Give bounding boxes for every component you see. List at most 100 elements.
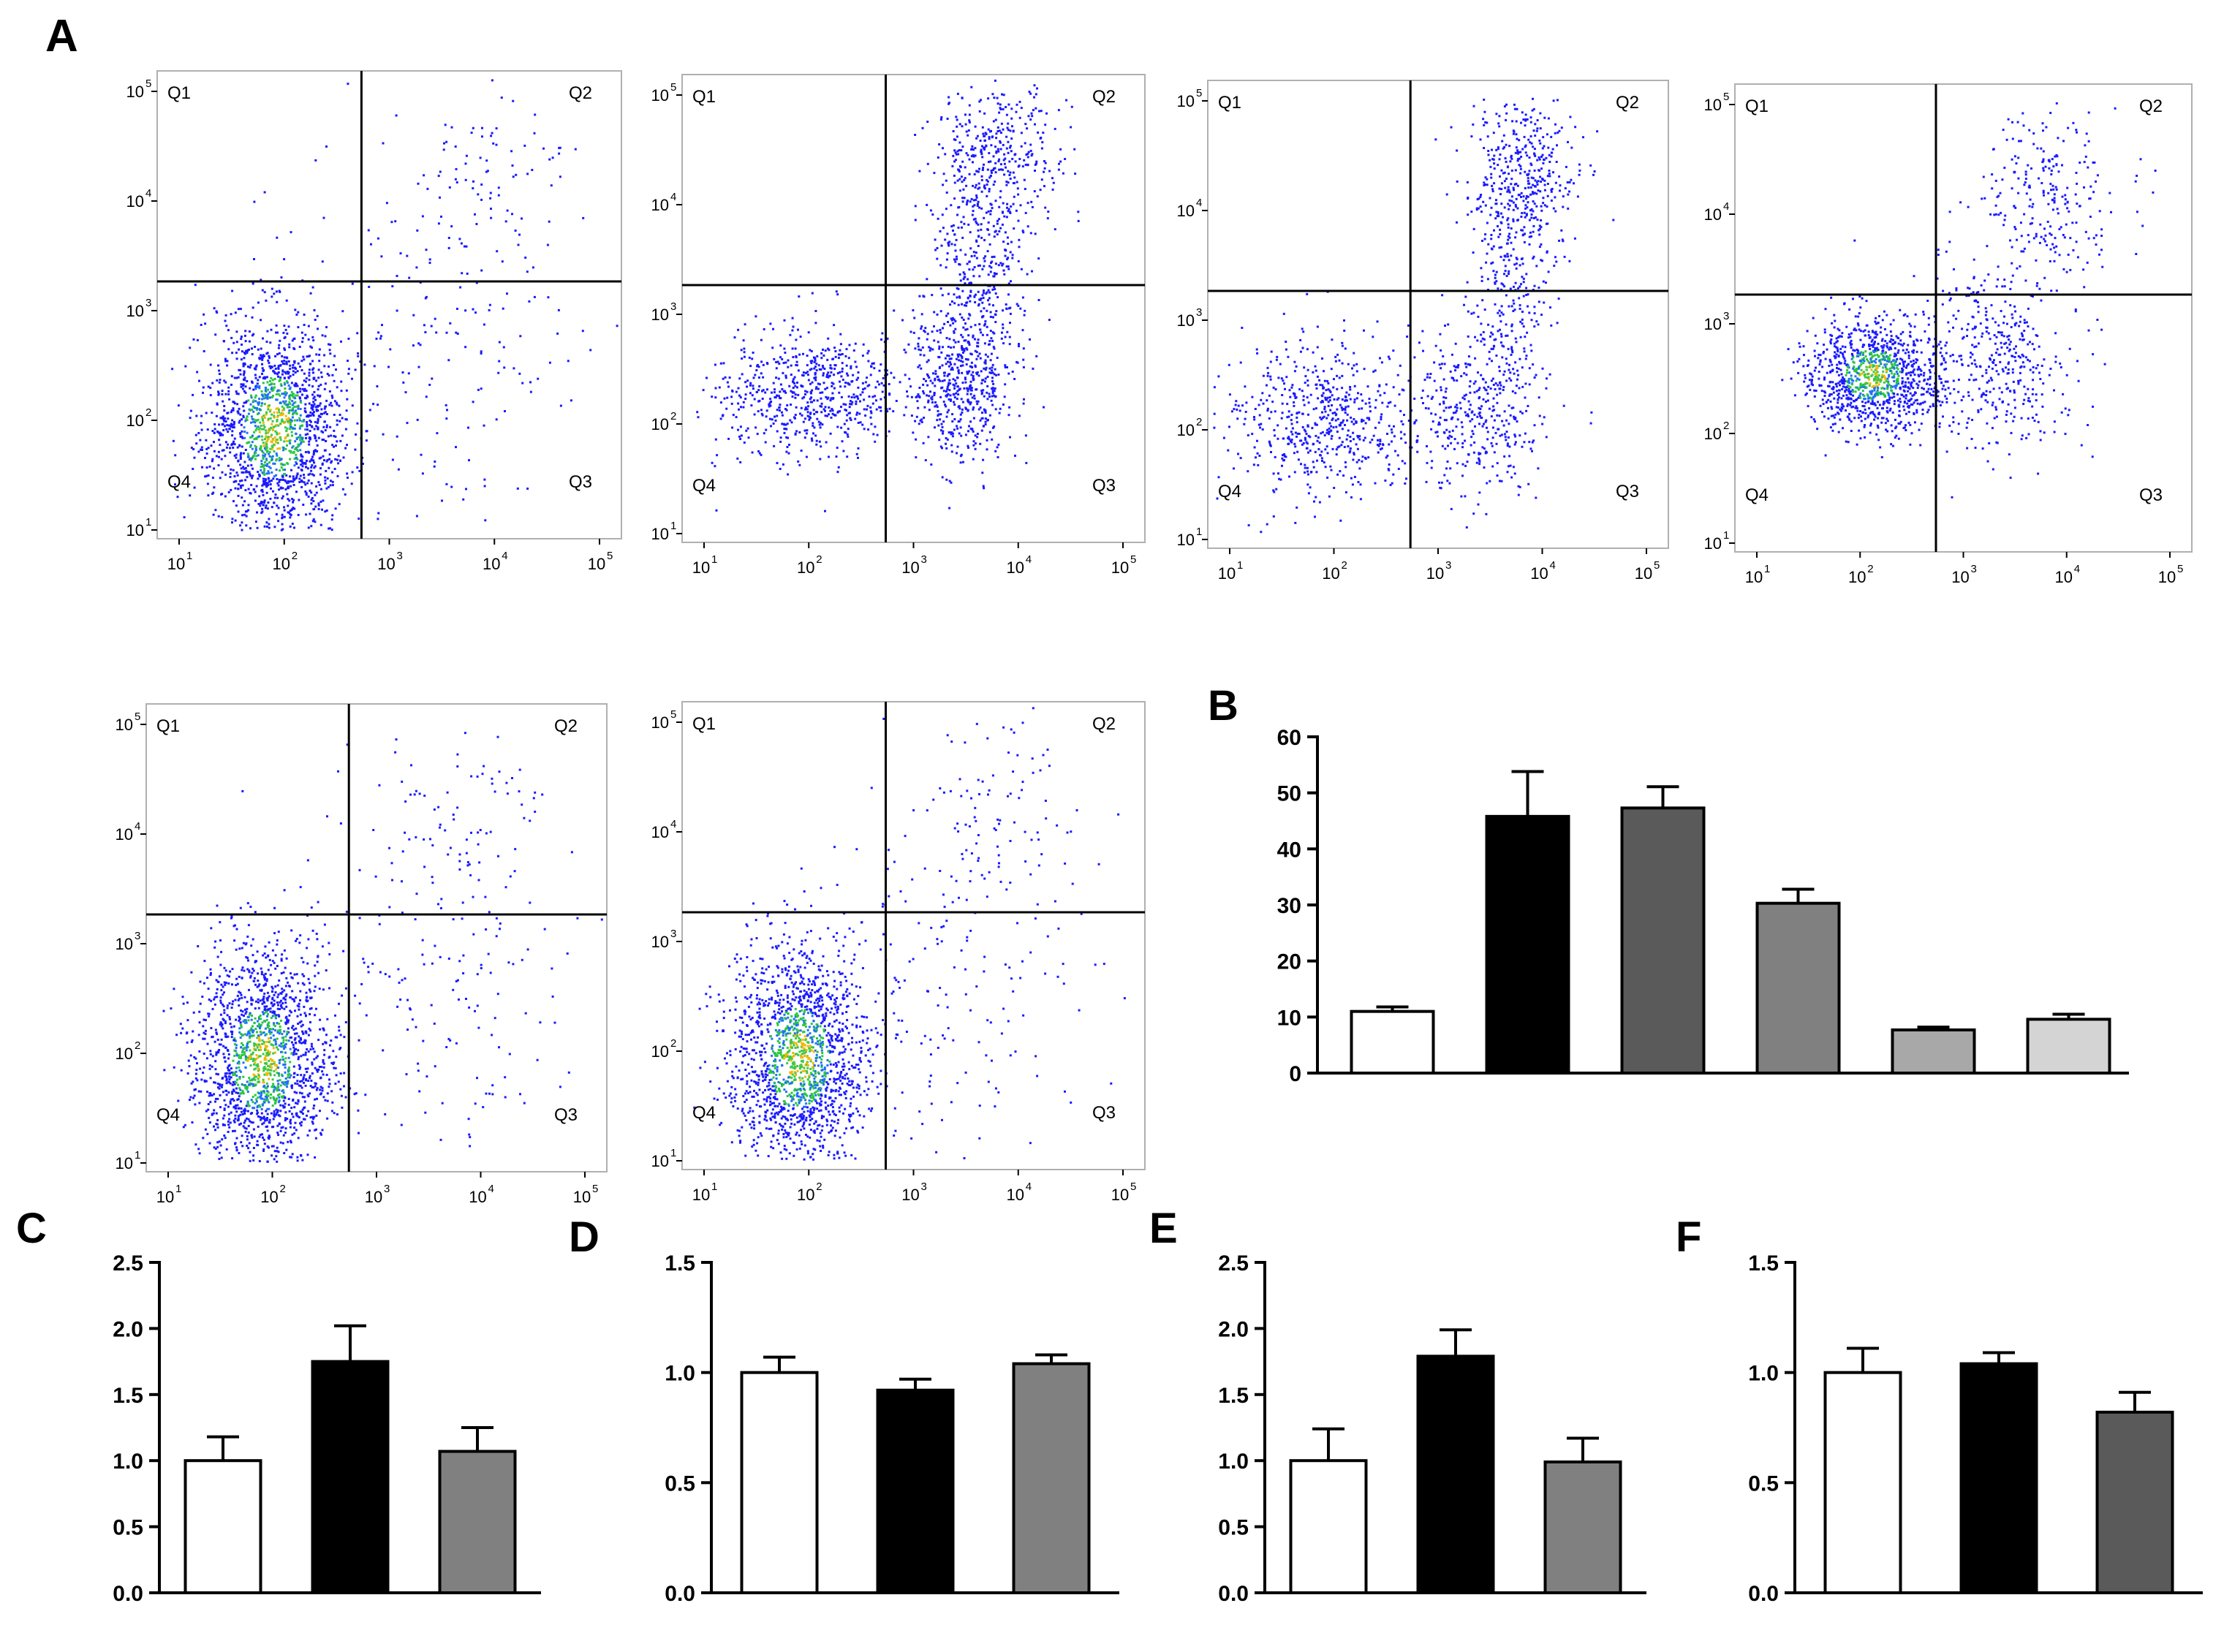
event-dot: [261, 363, 263, 365]
event-dot: [936, 330, 939, 333]
event-dot: [246, 452, 249, 455]
event-dot: [922, 442, 925, 444]
event-dot: [1502, 345, 1505, 348]
event-dot: [1499, 434, 1502, 437]
event-dot: [947, 373, 950, 376]
event-dot: [750, 404, 753, 407]
event-dot: [783, 319, 786, 322]
event-dot: [775, 361, 778, 363]
event-dot: [1363, 368, 1366, 371]
event-dot: [926, 162, 929, 165]
event-dot: [989, 270, 992, 273]
event-dot: [192, 448, 195, 450]
event-dot: [1342, 408, 1344, 410]
event-dot: [254, 429, 257, 432]
event-dot: [351, 377, 353, 380]
event-dot: [730, 395, 733, 398]
event-dot: [855, 403, 858, 406]
event-dot: [859, 421, 862, 424]
event-dot: [1386, 455, 1389, 458]
event-dot: [982, 297, 985, 300]
event-dot: [262, 472, 265, 475]
event-dot: [933, 325, 935, 327]
event-dot: [408, 276, 411, 279]
event-dot: [934, 405, 937, 408]
event-dot: [417, 365, 420, 368]
event-dot: [992, 426, 994, 429]
event-dot: [1508, 305, 1510, 308]
event-dot: [967, 444, 969, 447]
event-dot: [806, 408, 809, 411]
event-dot: [1025, 461, 1028, 464]
event-dot: [972, 444, 975, 447]
event-dot: [982, 389, 985, 392]
event-dot: [315, 439, 318, 442]
event-dot: [1035, 160, 1038, 163]
event-dot: [841, 353, 844, 355]
event-dot: [854, 342, 857, 345]
event-dot: [804, 406, 807, 409]
event-dot: [1059, 160, 1062, 163]
event-dot: [1523, 211, 1526, 214]
event-dot: [696, 411, 699, 414]
event-dot: [1327, 401, 1330, 403]
event-dot: [241, 445, 243, 448]
event-dot: [1003, 153, 1006, 156]
event-dot: [287, 420, 290, 423]
event-dot: [315, 409, 318, 411]
event-dot: [324, 510, 327, 513]
event-dot: [490, 216, 493, 219]
event-dot: [207, 447, 210, 450]
q1-label: Q1: [167, 83, 191, 103]
event-dot: [958, 262, 961, 265]
event-dot: [1003, 395, 1006, 398]
event-dot: [258, 431, 261, 433]
event-dot: [1394, 450, 1396, 452]
event-dot: [319, 371, 322, 374]
event-dot: [785, 409, 788, 412]
event-dot: [1336, 353, 1339, 356]
event-dot: [464, 178, 467, 181]
event-dot: [258, 426, 261, 429]
event-dot: [932, 372, 934, 375]
event-dot: [776, 394, 779, 397]
event-dot: [265, 395, 268, 398]
event-dot: [322, 431, 325, 433]
event-dot: [268, 365, 271, 368]
event-dot: [294, 401, 297, 403]
event-dot: [315, 491, 318, 494]
event-dot: [227, 417, 230, 420]
event-dot: [324, 411, 327, 414]
event-dot: [1498, 309, 1501, 312]
event-dot: [991, 207, 994, 210]
event-dot: [941, 379, 944, 382]
event-dot: [954, 138, 957, 141]
event-dot: [1361, 420, 1363, 423]
event-dot: [845, 419, 848, 422]
event-dot: [1511, 351, 1514, 354]
event-dot: [401, 371, 404, 374]
event-dot: [991, 366, 994, 369]
event-dot: [338, 414, 341, 416]
event-dot: [288, 343, 291, 346]
event-dot: [276, 433, 279, 436]
event-dot: [1251, 395, 1254, 398]
event-dot: [1500, 333, 1502, 336]
event-dot: [994, 368, 996, 371]
event-dot: [1343, 446, 1346, 448]
event-dot: [757, 365, 760, 368]
x-tick-exponent: 1: [186, 550, 192, 562]
event-dot: [1352, 374, 1355, 376]
event-dot: [847, 435, 850, 438]
event-dot: [1302, 442, 1305, 444]
event-dot: [969, 289, 972, 292]
event-dot: [796, 382, 798, 384]
event-dot: [1494, 382, 1497, 384]
event-dot: [999, 148, 1002, 151]
event-dot: [319, 500, 322, 503]
event-dot: [769, 398, 772, 401]
event-dot: [329, 352, 332, 355]
event-dot: [774, 388, 776, 391]
event-dot: [953, 403, 956, 406]
event-dot: [1241, 404, 1244, 407]
